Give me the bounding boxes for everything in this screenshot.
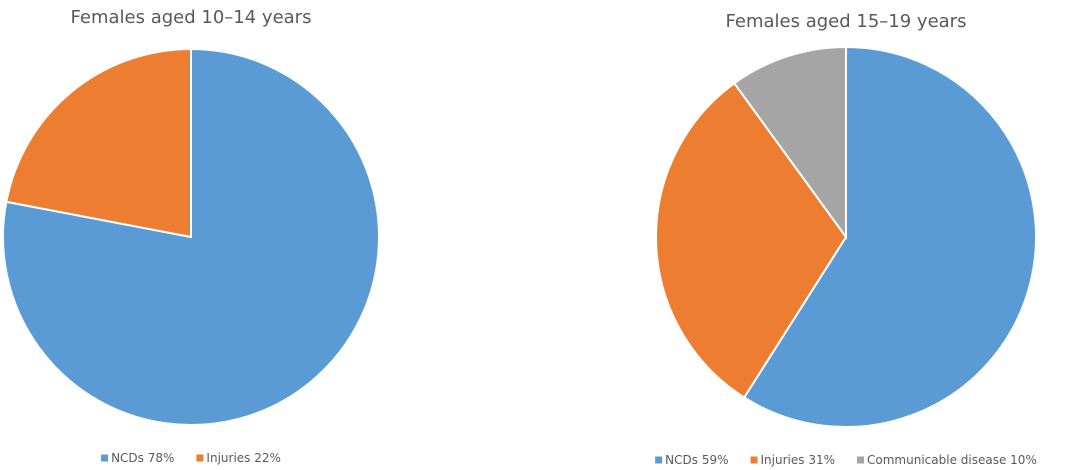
legend-name: Injuries xyxy=(761,453,805,467)
legend-swatch xyxy=(857,456,865,464)
legend-name: Injuries xyxy=(206,451,250,465)
legend-name: NCDs xyxy=(665,453,698,467)
legend-label: Injuries 31% xyxy=(761,453,836,467)
legend: NCDs 59% Injuries 31% Communicable disease… xyxy=(655,453,1037,467)
legend-swatch xyxy=(101,454,109,462)
legend-value: 59% xyxy=(702,453,729,467)
legend-label: Injuries 22% xyxy=(206,451,281,465)
legend-swatch xyxy=(196,454,204,462)
legend-name: NCDs xyxy=(111,451,144,465)
pie-slice xyxy=(742,45,1037,428)
legend-label: Communicable disease 10% xyxy=(867,453,1037,467)
legend-value: 78% xyxy=(148,451,175,465)
legend: NCDs 78% Injuries 22% xyxy=(101,451,281,465)
legend-value: 22% xyxy=(254,451,281,465)
legend-swatch xyxy=(750,456,758,464)
legend-label: NCDs 78% xyxy=(111,451,174,465)
pie-slice xyxy=(5,47,192,239)
pie-slice xyxy=(655,81,848,399)
legend-name: Communicable disease xyxy=(867,453,1006,467)
chart-title: Females aged 10–14 years xyxy=(71,7,312,28)
legend-value: 31% xyxy=(808,453,835,467)
legend-label: NCDs 59% xyxy=(665,453,728,467)
legend-swatch xyxy=(655,456,663,464)
pie-slice xyxy=(732,45,847,241)
pie-chart: Females aged 10–14 years NCDs 78% Injuries… xyxy=(2,7,380,465)
chart-title: Females aged 15–19 years xyxy=(726,11,967,32)
legend-value: 10% xyxy=(1010,453,1037,467)
pie-chart: Females aged 15–19 years NCDs 59% Injuries… xyxy=(655,11,1037,467)
